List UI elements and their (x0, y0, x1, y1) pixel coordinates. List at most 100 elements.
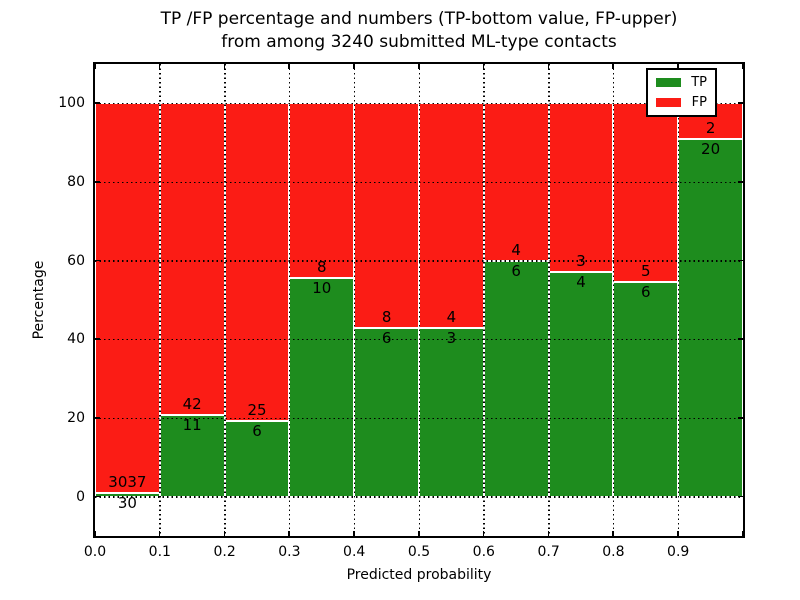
axis-tick (482, 64, 485, 69)
y-tick-label: 0 (76, 488, 85, 505)
bar-segment-tp (678, 139, 743, 497)
axis-tick (223, 531, 226, 536)
axis-tick (677, 64, 679, 69)
gridline-vertical (288, 64, 291, 536)
bar-segment-tp (548, 271, 614, 497)
axis-tick (547, 64, 550, 69)
x-tick-label: 0.1 (148, 544, 171, 560)
bar-count-label-tp: 6 (511, 261, 521, 280)
axis-tick (158, 64, 161, 69)
x-tick-label: 0.9 (667, 544, 690, 560)
y-tick-label: 40 (67, 331, 85, 348)
gridline-vertical (548, 64, 550, 536)
bar-segment-tp (483, 260, 549, 497)
x-tick-label: 0.0 (83, 544, 107, 560)
bar-count-label-fp: 25 (247, 400, 267, 419)
axis-tick (547, 531, 550, 536)
bar-count-label-fp: 3037 (108, 472, 147, 491)
axis-tick (288, 64, 290, 69)
x-tick-label: 0.2 (213, 544, 236, 560)
axis-tick (158, 531, 161, 536)
x-tick-label: 0.7 (537, 544, 560, 560)
bar-segment-fp (419, 103, 484, 329)
gridline-vertical (677, 64, 680, 536)
bar-count-label-tp: 6 (381, 329, 392, 348)
y-axis-label: Percentage (31, 260, 47, 340)
bar-segment-fp (289, 103, 355, 279)
legend-row-fp: FP (656, 95, 707, 110)
gridline-vertical (353, 64, 356, 536)
bar-segment-fp (95, 103, 160, 493)
bar-count-label-fp: 8 (317, 258, 327, 277)
bar-segment-fp (354, 103, 419, 329)
plot-area: TP FP 3037 30 42 11 25 6 8 10 8 6 4 3 4 6 3 4 5 6 2 20 (93, 62, 745, 538)
bar-count-label-tp: 20 (701, 140, 721, 159)
axis-tick (738, 181, 743, 183)
bar-count-label-tp: 10 (312, 279, 332, 298)
axis-tick (353, 531, 355, 536)
bar-segment-fp (224, 103, 290, 421)
bar-segment-tp (419, 328, 484, 497)
x-axis-label: Predicted probability (346, 567, 492, 583)
axis-tick (677, 531, 679, 536)
axis-tick (482, 531, 485, 536)
axis-tick (738, 495, 743, 498)
x-tick-label: 0.6 (472, 544, 495, 560)
tp-legend-swatch-icon (656, 78, 682, 87)
axis-tick (738, 259, 743, 262)
bar-count-label-fp: 2 (705, 119, 716, 138)
axis-tick (95, 181, 100, 183)
axis-tick (738, 102, 743, 104)
y-tick-label: 80 (67, 174, 85, 190)
axis-tick (353, 64, 355, 69)
axis-tick (95, 338, 100, 340)
y-tick-label: 60 (67, 252, 85, 269)
axis-tick (95, 102, 100, 104)
bar-count-label-tp: 3 (446, 329, 457, 348)
axis-tick (95, 495, 100, 498)
gridline-vertical (159, 64, 161, 536)
gridline-vertical (418, 64, 420, 536)
bar-count-label-fp: 5 (641, 262, 651, 281)
axis-tick (95, 417, 100, 419)
bar-count-label-tp: 4 (576, 272, 586, 291)
bar-count-label-tp: 6 (641, 283, 651, 302)
axis-tick (95, 259, 100, 262)
axis-tick (94, 531, 96, 536)
x-tick-label: 0.4 (343, 544, 366, 560)
chart-title-line1: TP /FP percentage and numbers (TP-bottom… (160, 9, 678, 29)
bar-segment-tp (613, 282, 679, 497)
legend-label-fp: FP (691, 95, 707, 110)
bar-count-label-tp: 30 (117, 493, 137, 512)
axis-tick (418, 531, 420, 536)
y-tick-label: 100 (58, 95, 85, 112)
legend-label-tp: TP (691, 75, 707, 90)
axis-tick (288, 531, 290, 536)
bar-count-label-tp: 11 (182, 416, 202, 435)
bar-segment-tp (289, 278, 355, 497)
axis-tick (223, 64, 226, 69)
y-tick-label: 20 (67, 410, 85, 426)
legend-row-tp: TP (656, 75, 707, 90)
axis-tick (738, 338, 743, 340)
bar-count-label-fp: 3 (576, 251, 586, 270)
bar-segment-fp (613, 103, 679, 283)
axis-tick (94, 64, 96, 69)
bar-segment-fp (548, 103, 614, 272)
axis-tick (612, 64, 614, 69)
gridline-vertical (224, 64, 226, 536)
bar-count-label-tp: 6 (252, 421, 262, 440)
axis-tick (742, 531, 744, 536)
x-tick-label: 0.3 (278, 544, 301, 560)
axis-tick (612, 531, 614, 536)
bar-count-label-fp: 4 (511, 240, 521, 259)
axis-tick (738, 417, 743, 419)
bar-count-label-fp: 4 (446, 308, 457, 327)
gridline-vertical (483, 64, 485, 536)
fp-legend-swatch-icon (656, 98, 682, 107)
axis-tick (742, 64, 744, 69)
axis-tick (418, 64, 420, 69)
bar-count-label-fp: 8 (381, 308, 392, 327)
legend: TP FP (646, 68, 717, 117)
